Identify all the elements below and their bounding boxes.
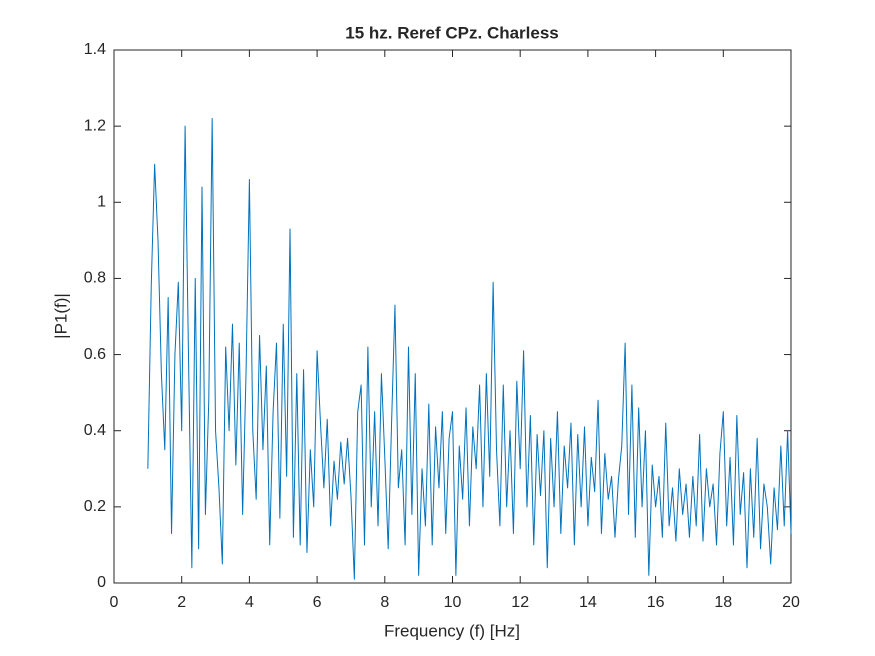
x-axis-label: Frequency (f) [Hz] <box>384 621 520 640</box>
x-tick-label: 18 <box>714 594 732 611</box>
y-tick-label: 0.4 <box>84 422 106 439</box>
x-tick-label: 14 <box>579 594 597 611</box>
y-tick-label: 1 <box>97 194 106 211</box>
data-line <box>147 118 792 580</box>
plot-area <box>113 49 792 584</box>
x-tick-label: 0 <box>110 594 119 611</box>
y-tick-label: 0.2 <box>84 498 106 515</box>
x-tick-label: 12 <box>511 594 529 611</box>
y-tick-label: 1.2 <box>84 117 106 134</box>
x-tick-label: 20 <box>782 594 800 611</box>
y-axis-label: |P1(f)| <box>51 293 70 339</box>
y-tick-label: 0.8 <box>84 270 106 287</box>
x-tick-label: 16 <box>647 594 665 611</box>
y-tick-label: 1.4 <box>84 41 106 58</box>
x-tick-label: 4 <box>245 594 254 611</box>
x-tick-label: 6 <box>313 594 322 611</box>
x-tick-label: 10 <box>444 594 462 611</box>
chart-title: 15 hz. Reref CPz. Charless <box>345 23 559 42</box>
y-tick-label: 0 <box>97 574 106 591</box>
x-tick-label: 2 <box>177 594 186 611</box>
y-tick-label: 0.6 <box>84 346 106 363</box>
x-tick-label: 8 <box>380 594 389 611</box>
